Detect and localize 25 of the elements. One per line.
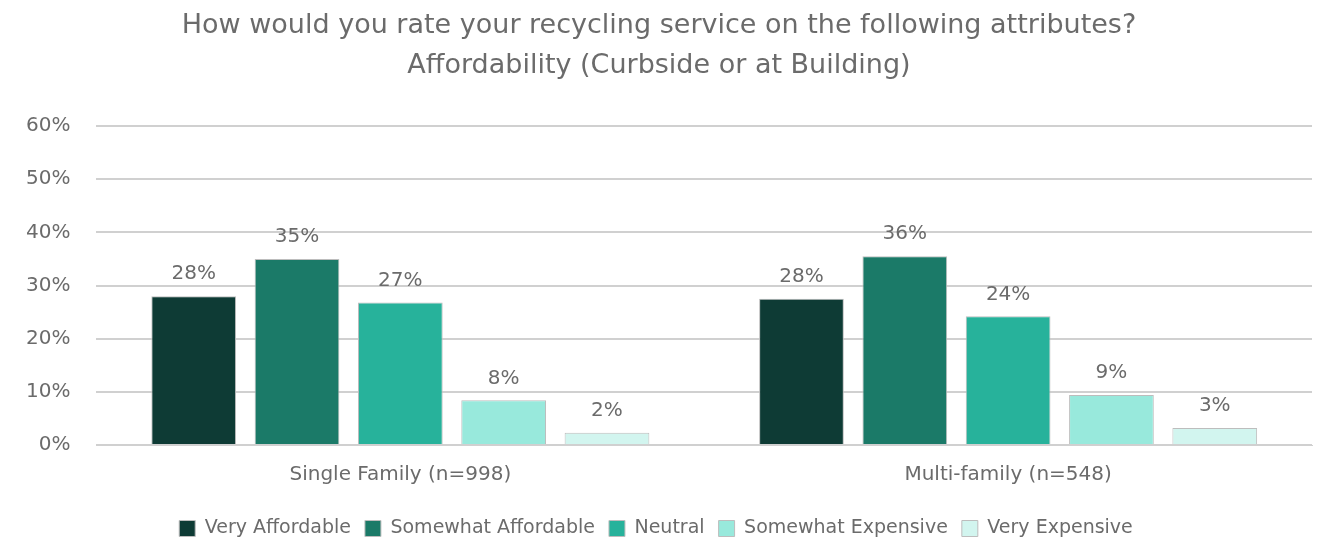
- y-tick-label: 50%: [26, 165, 71, 190]
- data-label: 8%: [487, 364, 520, 389]
- data-label: 9%: [1095, 359, 1128, 384]
- y-tick-label: 0%: [38, 431, 71, 456]
- data-label: 2%: [591, 396, 623, 421]
- y-tick-label: 40%: [26, 218, 71, 243]
- data-label: 36%: [882, 220, 928, 245]
- data-label: 28%: [779, 262, 824, 287]
- chart-title: How would you rate your recycling service on the following attributes? Affordability (Curbside or at Building): [180, 7, 1138, 81]
- data-label: 3%: [1198, 392, 1231, 417]
- y-tick-label: 20%: [26, 324, 71, 349]
- y-tick-label: 10%: [26, 378, 71, 403]
- x-tick-label: Single Family (n=998): [289, 461, 512, 486]
- legend-label: Neutral: [634, 515, 705, 538]
- x-tick-label: Multi-family (n=548): [904, 461, 1112, 486]
- legend-label: Somewhat Expensive: [744, 515, 948, 538]
- y-tick-label: 60%: [26, 112, 71, 137]
- legend-label: Somewhat Affordable: [390, 515, 595, 538]
- legend-label: Very Expensive: [987, 515, 1133, 538]
- y-tick-label: 30%: [26, 271, 71, 296]
- legend-label: Very Affordable: [204, 515, 351, 538]
- data-label: 35%: [274, 223, 320, 248]
- data-label: 27%: [378, 266, 423, 291]
- data-label: 28%: [171, 260, 216, 285]
- data-label: 24%: [985, 280, 1031, 305]
